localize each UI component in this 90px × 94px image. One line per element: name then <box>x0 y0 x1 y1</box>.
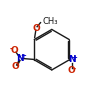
Text: -: - <box>73 65 76 74</box>
Text: N: N <box>16 54 24 63</box>
Text: O: O <box>11 46 19 55</box>
Text: CH₃: CH₃ <box>43 17 58 26</box>
Text: O: O <box>68 66 75 75</box>
Text: -: - <box>10 45 13 54</box>
Text: N: N <box>68 55 75 64</box>
Text: +: + <box>20 53 26 60</box>
Text: O: O <box>32 24 40 33</box>
Text: +: + <box>72 55 78 61</box>
Text: O: O <box>11 62 19 71</box>
